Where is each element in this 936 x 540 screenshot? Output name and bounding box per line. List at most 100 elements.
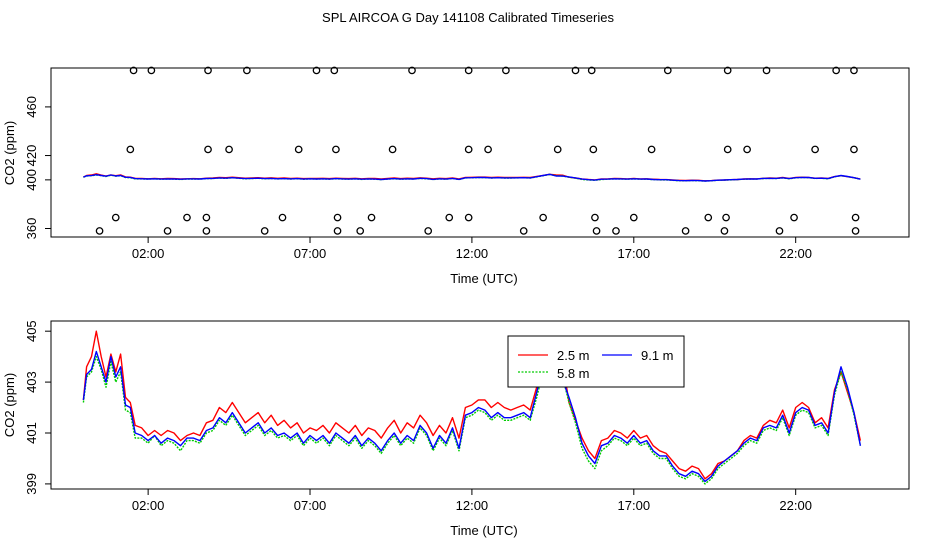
bottom-series-line-5-8-m xyxy=(82,345,862,485)
bottom-y-axis-label: CO2 (ppm) xyxy=(2,373,17,437)
flag-point xyxy=(589,145,598,154)
legend: 2.5 m 5.8 m 9.1 m xyxy=(507,335,685,388)
flag-point xyxy=(519,227,528,235)
flag-point xyxy=(333,227,342,235)
flag-point xyxy=(464,213,473,222)
flag-point xyxy=(704,213,713,222)
flag-point xyxy=(571,66,580,75)
flag-point xyxy=(720,227,729,235)
flag-point xyxy=(539,213,547,222)
flag-point xyxy=(424,227,433,235)
bottom-series-line-2-5-m xyxy=(82,330,862,480)
flag-point xyxy=(743,145,751,154)
top-x-tick-label: 07:00 xyxy=(294,246,327,261)
flag-point xyxy=(663,66,672,75)
legend-label-5-8m: 5.8 m xyxy=(557,366,590,381)
bottom-series-lines xyxy=(82,330,862,485)
flag-point xyxy=(464,66,473,75)
flag-point xyxy=(147,66,156,75)
flag-point xyxy=(850,66,858,75)
bottom-y-tick-label: 399 xyxy=(24,473,39,495)
bottom-x-axis: 02:00 07:00 12:00 17:00 22:00 xyxy=(132,489,812,513)
flag-point xyxy=(367,213,376,222)
top-x-tick-label: 17:00 xyxy=(618,246,651,261)
flag-point xyxy=(225,145,233,154)
bottom-x-tick-label: 12:00 xyxy=(456,498,489,513)
flag-point xyxy=(722,213,730,222)
top-flag-points xyxy=(95,66,860,235)
bottom-plot-frame xyxy=(50,320,910,490)
bottom-x-tick-label: 07:00 xyxy=(294,498,327,513)
flag-point xyxy=(832,66,841,75)
flag-point xyxy=(260,227,269,235)
top-plot-frame xyxy=(50,67,910,238)
flag-point xyxy=(129,66,138,75)
flag-point xyxy=(592,227,601,235)
top-x-tick-label: 02:00 xyxy=(132,246,165,261)
flag-point xyxy=(356,227,365,235)
flag-point xyxy=(587,66,596,75)
flag-point xyxy=(278,213,287,222)
flag-point xyxy=(775,227,784,235)
flag-point xyxy=(243,66,251,75)
flag-point xyxy=(484,145,492,154)
flag-point xyxy=(553,145,562,154)
top-x-axis: 02:00 07:00 12:00 17:00 22:00 xyxy=(132,237,812,261)
top-y-tick-label: 360 xyxy=(24,218,39,240)
flag-point xyxy=(202,213,211,222)
top-panel: 02:00 07:00 12:00 17:00 22:00 360 400 420 460 T… xyxy=(2,66,910,286)
flag-point xyxy=(163,227,172,235)
page-title: SPL AIRCOA G Day 141108 Calibrated Times… xyxy=(322,10,614,25)
flag-point xyxy=(330,66,339,75)
bottom-x-tick-label: 17:00 xyxy=(618,498,651,513)
legend-label-2-5m: 2.5 m xyxy=(557,348,590,363)
flag-point xyxy=(502,66,510,75)
bottom-x-axis-label: Time (UTC) xyxy=(450,523,517,538)
bottom-y-tick-label: 405 xyxy=(24,320,39,342)
flag-point xyxy=(95,227,104,235)
flag-point xyxy=(851,227,860,235)
flag-point xyxy=(612,227,620,235)
top-x-tick-label: 22:00 xyxy=(779,246,812,261)
flag-point xyxy=(202,227,211,235)
top-y-axis-label: CO2 (ppm) xyxy=(2,121,17,185)
flag-point xyxy=(408,66,416,75)
flag-point xyxy=(790,213,798,222)
bottom-x-tick-label: 02:00 xyxy=(132,498,165,513)
top-y-tick-label: 420 xyxy=(24,145,39,167)
bottom-series-line-9-1-m xyxy=(82,340,862,483)
top-x-tick-label: 12:00 xyxy=(456,246,489,261)
flag-point xyxy=(183,213,191,222)
top-series-line-9-1-m xyxy=(83,173,861,182)
flag-point xyxy=(464,145,473,154)
flag-point xyxy=(312,66,321,75)
flag-point xyxy=(723,66,732,75)
legend-label-9-1m: 9.1 m xyxy=(641,348,674,363)
top-y-axis: 360 400 420 460 xyxy=(24,96,51,239)
flag-point xyxy=(851,213,860,222)
flag-point xyxy=(204,66,212,75)
flag-point xyxy=(647,145,656,154)
flag-point xyxy=(204,145,212,154)
flag-point xyxy=(333,213,342,222)
flag-point xyxy=(811,145,819,154)
flag-point xyxy=(111,213,120,222)
bottom-y-tick-label: 401 xyxy=(24,422,39,444)
legend-box xyxy=(507,335,685,388)
flag-point xyxy=(762,66,771,75)
top-y-tick-label: 460 xyxy=(24,96,39,118)
flag-point xyxy=(126,145,135,154)
flag-point xyxy=(681,227,690,235)
bottom-panel: 02:00 07:00 12:00 17:00 22:00 399 401 403 405 T… xyxy=(2,320,910,538)
flag-point xyxy=(445,213,454,222)
top-y-tick-label: 400 xyxy=(24,169,39,191)
flag-point xyxy=(723,145,732,154)
flag-point xyxy=(294,145,303,154)
flag-point xyxy=(388,145,397,154)
bottom-x-tick-label: 22:00 xyxy=(779,498,812,513)
flag-point xyxy=(629,213,638,222)
top-x-axis-label: Time (UTC) xyxy=(450,271,517,286)
flag-point xyxy=(850,145,858,154)
bottom-y-axis: 399 401 403 405 xyxy=(24,320,51,495)
